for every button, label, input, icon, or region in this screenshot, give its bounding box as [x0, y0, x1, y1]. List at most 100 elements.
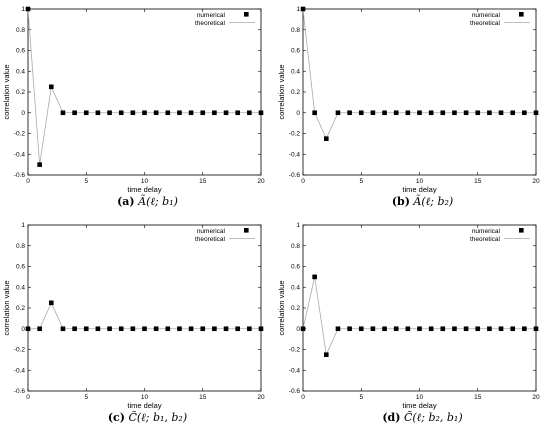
- data-point: [107, 110, 112, 116]
- legend-label-theoretical: theoretical: [470, 20, 501, 27]
- y-tick-label: 0.4: [291, 68, 300, 75]
- data-point: [72, 110, 77, 116]
- x-tick-label: 5: [359, 394, 363, 401]
- caption-a: (a) Ã(ℓ; b₁): [25, 195, 270, 208]
- y-tick-label: -0.6: [14, 388, 26, 395]
- x-tick-label: 5: [359, 178, 363, 185]
- x-tick-label: 10: [416, 178, 424, 185]
- data-point: [522, 110, 527, 116]
- legend-label-numerical: numerical: [472, 228, 501, 235]
- y-tick-label: 0.8: [16, 27, 25, 34]
- data-point: [510, 326, 515, 332]
- data-point: [177, 110, 182, 116]
- data-point: [130, 110, 136, 116]
- y-axis-label: correlation value: [277, 280, 286, 335]
- x-tick-label: 15: [199, 178, 207, 185]
- plot-frame: [302, 8, 537, 176]
- y-tick-label: 0.4: [291, 284, 300, 291]
- data-point: [95, 110, 101, 116]
- x-tick-label: 0: [26, 394, 30, 401]
- data-point: [452, 110, 457, 116]
- caption-d-label: (d): [382, 411, 401, 424]
- data-point: [324, 352, 329, 357]
- data-point: [25, 6, 31, 12]
- data-point: [370, 110, 376, 116]
- data-point: [223, 110, 229, 116]
- y-tick-label: 1: [296, 222, 300, 229]
- x-tick-label: 15: [199, 394, 207, 401]
- data-point: [428, 110, 434, 116]
- data-point: [370, 326, 376, 332]
- data-point: [235, 326, 240, 332]
- caption-c: (c) C̃(ℓ; b₁, b₂): [25, 411, 270, 424]
- data-point: [107, 326, 112, 332]
- caption-d-math: C̃(ℓ; b₂, b₁): [403, 411, 463, 424]
- legend-label-theoretical: theoretical: [470, 236, 501, 243]
- x-tick-label: 5: [84, 394, 88, 401]
- data-point: [142, 110, 147, 116]
- theoretical-line: [27, 8, 261, 165]
- y-tick-label: -0.6: [289, 172, 301, 179]
- y-tick-label: 0: [296, 110, 300, 117]
- y-tick-label: -0.6: [14, 172, 26, 179]
- data-point: [510, 110, 515, 116]
- chart-panel-d: -0.6 -0.4 -0.2 0 0.2 0.4 0.6 0.8 1 0 5 10 15 20 time d…: [275, 216, 550, 432]
- data-point: [72, 326, 77, 332]
- data-point: [300, 6, 306, 12]
- data-point: [37, 162, 42, 167]
- y-tick-label: 1: [21, 222, 25, 229]
- y-tick-label: -0.2: [14, 131, 26, 138]
- x-axis-label: time delay: [127, 401, 161, 410]
- legend-label-numerical: numerical: [197, 228, 226, 235]
- legend-marker: [519, 228, 524, 233]
- data-point: [300, 326, 306, 332]
- data-point: [463, 110, 469, 116]
- y-tick-label: 1: [296, 6, 300, 13]
- caption-b-label: (b): [391, 195, 410, 208]
- data-point: [487, 110, 492, 116]
- y-tick-label: -0.4: [14, 367, 26, 374]
- y-tick-label: 0.6: [16, 264, 25, 271]
- caption-b: (b) Ã(ℓ; b₂): [300, 195, 545, 208]
- y-tick-label: 0.6: [291, 48, 300, 55]
- data-point: [475, 110, 481, 116]
- x-axis-label: time delay: [127, 185, 161, 194]
- data-point: [475, 326, 481, 332]
- caption-a-label: (a): [117, 195, 135, 208]
- plot-frame: [27, 8, 262, 176]
- y-tick-label: 0.2: [16, 89, 25, 96]
- data-point: [417, 110, 422, 116]
- data-point: [405, 326, 411, 332]
- y-tick-label: 0: [21, 326, 25, 333]
- data-point: [212, 326, 217, 332]
- x-tick-label: 10: [141, 178, 149, 185]
- y-tick-label: 0: [296, 326, 300, 333]
- data-point: [347, 110, 352, 116]
- data-point: [165, 110, 171, 116]
- y-tick-label: 1: [21, 6, 25, 13]
- x-tick-label: 20: [532, 178, 540, 185]
- data-point: [118, 326, 124, 332]
- data-point: [335, 110, 341, 116]
- data-point: [95, 326, 101, 332]
- data-point: [498, 110, 504, 116]
- y-tick-label: -0.2: [289, 347, 301, 354]
- data-point: [25, 326, 31, 332]
- data-point: [487, 326, 492, 332]
- legend-label-theoretical: theoretical: [195, 236, 226, 243]
- data-point: [358, 110, 364, 116]
- theoretical-line: [302, 276, 536, 357]
- x-tick-label: 10: [141, 394, 149, 401]
- x-tick-label: 0: [301, 394, 305, 401]
- data-point: [200, 326, 206, 332]
- data-point: [49, 84, 54, 90]
- y-tick-label: -0.4: [289, 367, 301, 374]
- x-tick-label: 15: [474, 394, 482, 401]
- caption-b-math: Ã(ℓ; b₂): [413, 195, 454, 208]
- y-tick-label: 0.6: [291, 264, 300, 271]
- legend-label-theoretical: theoretical: [195, 20, 226, 27]
- data-point: [83, 110, 89, 116]
